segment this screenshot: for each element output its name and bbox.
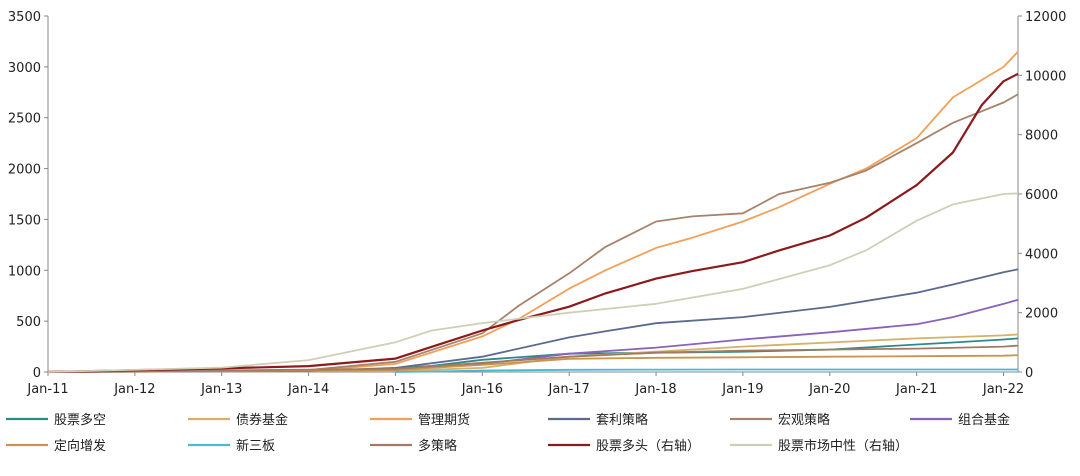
right-tick-label: 2000	[1025, 307, 1058, 322]
legend-label: 宏观策略	[778, 412, 830, 428]
legend-label: 多策略	[418, 438, 457, 454]
series-line-9	[47, 72, 1019, 374]
left-tick-label: 2000	[8, 163, 41, 178]
left-tick-label: 1500	[8, 213, 41, 228]
series-line-1	[47, 333, 1019, 373]
legend-label: 债券基金	[236, 412, 288, 428]
left-tick-label: 500	[16, 315, 41, 330]
series-line-0	[47, 337, 1019, 373]
right-tick-label: 8000	[1025, 129, 1058, 144]
x-tick-label: Jan-13	[200, 382, 242, 397]
right-tick-label: 6000	[1025, 188, 1058, 203]
series-lines	[47, 50, 1019, 374]
legend-label: 股票多头（右轴）	[596, 438, 700, 454]
legend-label: 股票多空	[54, 412, 106, 428]
right-tick-label: 10000	[1025, 69, 1066, 84]
left-tick-label: 1000	[8, 264, 41, 279]
series-line-2	[47, 50, 1019, 373]
x-tick-label: Jan-18	[634, 382, 676, 397]
legend-label: 套利策略	[596, 412, 648, 428]
right-tick-label: 12000	[1025, 10, 1066, 25]
x-tick-label: Jan-21	[895, 382, 937, 397]
x-tick-label: Jan-12	[113, 382, 155, 397]
legend-label: 新三板	[236, 438, 275, 454]
left-tick-label: 3000	[8, 61, 41, 76]
series-line-8	[47, 344, 1019, 373]
left-tick-label: 0	[33, 366, 41, 381]
right-tick-label: 0	[1025, 366, 1033, 381]
series-line-10	[47, 192, 1019, 373]
x-tick-label: Jan-20	[808, 382, 850, 397]
x-tick-label: Jan-19	[721, 382, 763, 397]
x-tick-label: Jan-22	[982, 382, 1024, 397]
series-line-4	[47, 93, 1019, 373]
x-tick-label: Jan-14	[287, 382, 329, 397]
legend-label: 管理期货	[418, 412, 470, 428]
legend-label: 股票市场中性（右轴）	[778, 438, 908, 454]
x-tick-label: Jan-15	[374, 382, 416, 397]
x-tick-label: Jan-17	[548, 382, 590, 397]
left-tick-label: 2500	[8, 112, 41, 127]
left-tick-label: 3500	[8, 10, 41, 25]
legend-label: 定向增发	[54, 438, 106, 454]
series-line-3	[47, 268, 1019, 373]
series-line-6	[47, 354, 1019, 373]
x-tick-label: Jan-16	[461, 382, 503, 397]
axes: 0 500 1000 1500 2000 2500 3000 3500 0 2000 4000 600…	[8, 10, 1066, 397]
series-line-7	[395, 368, 1018, 373]
right-tick-label: 4000	[1025, 247, 1058, 262]
x-tick-label: Jan-11	[26, 382, 68, 397]
legend-label: 组合基金	[958, 412, 1010, 428]
